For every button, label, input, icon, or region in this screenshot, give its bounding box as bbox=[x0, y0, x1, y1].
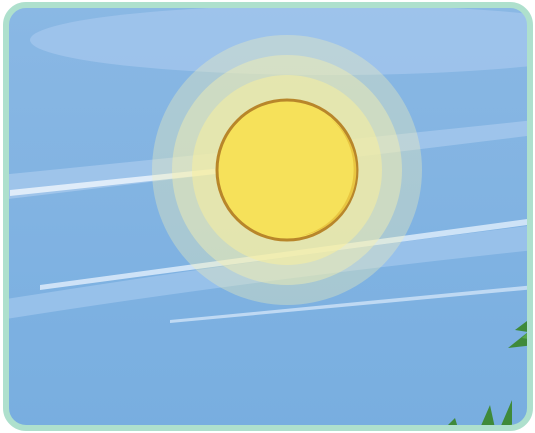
sun bbox=[215, 98, 359, 242]
light-streak bbox=[170, 285, 530, 323]
frame-border bbox=[3, 2, 533, 431]
cloud-band bbox=[30, 5, 530, 75]
cloud-streak bbox=[6, 225, 530, 320]
